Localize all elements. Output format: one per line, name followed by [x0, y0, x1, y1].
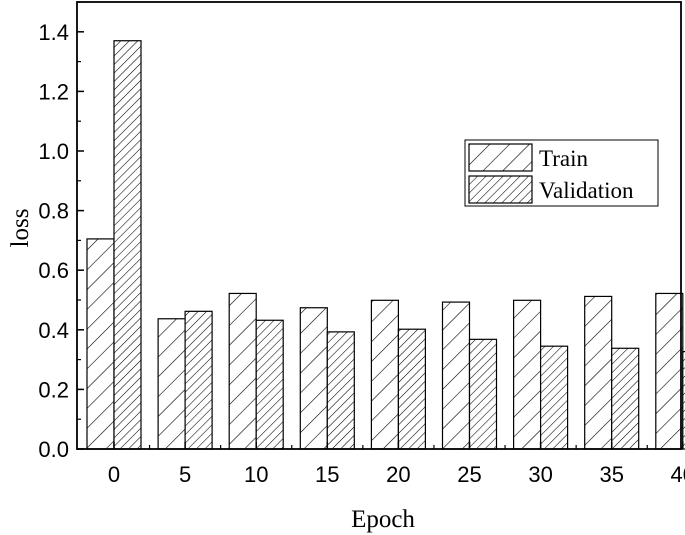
x-tick-label: 15	[315, 462, 339, 487]
bar-validation-epoch-5	[184, 310, 213, 450]
bar-validation-epoch-30	[539, 345, 569, 450]
bar-validation-epoch-0	[113, 40, 142, 450]
bars-group	[86, 40, 685, 450]
x-tick-label: 0	[108, 462, 120, 487]
y-tick-label: 0.0	[38, 437, 69, 462]
x-tick-label: 10	[244, 462, 268, 487]
y-axis-title: loss	[7, 209, 34, 248]
y-tick-label: 0.6	[38, 258, 69, 283]
legend-swatch-validation	[468, 175, 533, 204]
bar-train-epoch-40	[655, 292, 684, 450]
x-tick-label: 25	[457, 462, 481, 487]
y-tick-label: 1.2	[38, 79, 69, 104]
y-tick-label: 1.0	[38, 139, 69, 164]
x-tick-label: 5	[179, 462, 191, 487]
plot-frame	[76, 1, 682, 450]
y-tick-label: 1.4	[38, 20, 69, 45]
legend-label-train: Train	[539, 146, 588, 171]
bar-train-epoch-30	[512, 299, 542, 450]
legend-swatch-train	[468, 143, 533, 172]
bar-validation-epoch-25	[468, 338, 498, 450]
bar-validation-epoch-20	[397, 328, 426, 450]
y-tick-label: 0.8	[38, 199, 69, 224]
bar-train-epoch-0	[86, 238, 115, 450]
bar-train-epoch-10	[228, 292, 257, 450]
x-tick-label: 20	[386, 462, 410, 487]
x-tick-label: 35	[599, 462, 623, 487]
x-axis-title: Epoch	[351, 506, 415, 533]
bar-train-epoch-25	[441, 301, 471, 450]
x-tick-label: 40	[671, 462, 685, 487]
bar-train-epoch-35	[584, 295, 613, 450]
bar-train-epoch-20	[370, 299, 399, 450]
bar-validation-epoch-40	[682, 350, 685, 450]
y-tick-label: 0.2	[38, 377, 69, 402]
axes-group: 0 5 10 15 20 25 30 35 40 0.0 0.2 0.4 0.6 0.8 1.0 1.2 1.4	[38, 1, 685, 487]
bar-validation-epoch-35	[611, 347, 640, 450]
legend-label-validation: Validation	[539, 178, 634, 203]
legend: Train Validation	[464, 139, 659, 207]
y-tick-label: 0.4	[38, 318, 69, 343]
bar-train-epoch-5	[157, 318, 186, 450]
bar-validation-epoch-10	[255, 319, 284, 450]
bar-train-epoch-15	[299, 307, 328, 450]
x-tick-label: 30	[528, 462, 552, 487]
bar-validation-epoch-15	[326, 331, 355, 450]
